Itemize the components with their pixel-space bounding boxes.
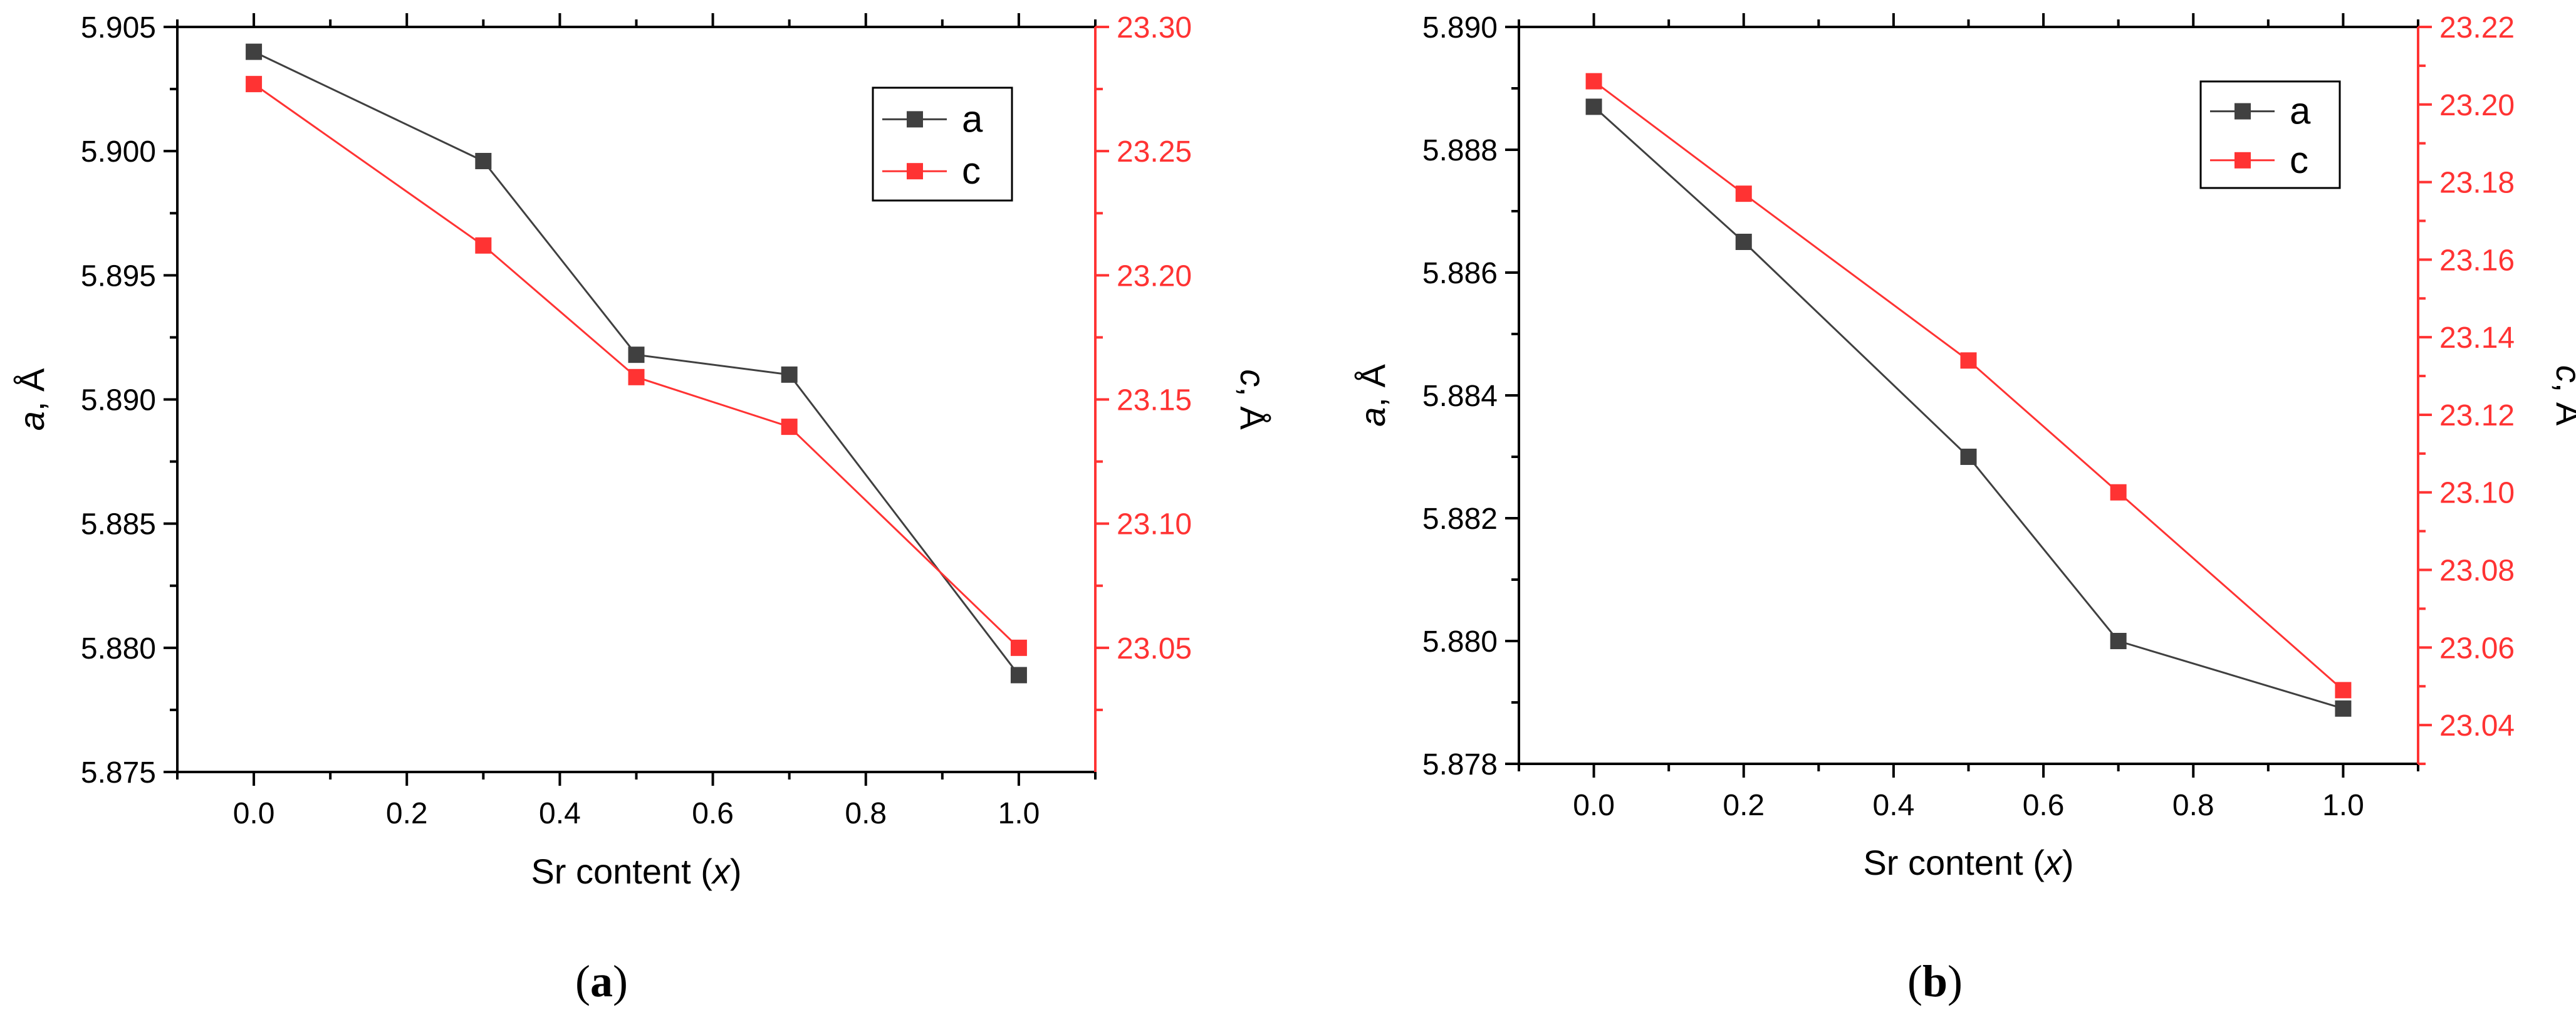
panel-a-chart: 0.0 0.2 0.4 0.6 0.8 1.0 5.875 5.880 5.885 5.890 5.… [12,11,1273,1006]
panel-b-y-right-tick-label: 23.20 [2439,89,2515,122]
panel-a-series-c-point [475,237,492,254]
panel-b-y-right-tick-label: 23.18 [2439,167,2515,200]
panel-a-y-left-tick-label: 5.905 [81,11,156,44]
panel-b-legend-marker-c [2234,152,2251,169]
panel-a-legend-marker-a [907,111,923,128]
panel-a-y-right-tick-label: 23.25 [1117,135,1192,169]
panel-b-legend-box [2199,80,2341,189]
panel-b-legend-marker-a [2234,103,2251,120]
panel-b-x-tick-label: 0.6 [2023,789,2065,822]
panel-b-series-a-point [1735,234,1752,250]
panel-a-y-left-tick-label: 5.880 [81,632,156,665]
panel-b-series-c-point [1960,352,1977,369]
panel-a-legend-label-c: c [962,150,981,192]
panel-a-x-tick-label: 0.0 [233,797,275,830]
panel-a-series-a-point [475,153,492,170]
panel-a-series-c-point [246,76,263,93]
panel-b-series-a-line [1593,106,2344,710]
panel-a-series-a-point [1010,667,1027,684]
panel-b-caption: (b) [1907,956,1963,1006]
panel-a-caption: (a) [575,956,628,1006]
panel-b-y-right-tick-label: 23.10 [2439,477,2515,510]
panel-b-y-left-tick-label: 5.884 [1422,380,1498,413]
panel-a-legend-marker-c [907,163,923,180]
panel-a-y-left-tick-label: 5.885 [81,508,156,541]
panel-b-series-a-point [1960,449,1977,465]
panel-b-legend-label-c: c [2290,139,2308,181]
panel-a-y-left-tick-label: 5.875 [81,756,156,790]
panel-b-y-right-tick-label: 23.14 [2439,321,2515,355]
panel-a-legend-box [872,86,1013,202]
panel-b-y-right-tick-label: 23.12 [2439,399,2515,432]
panel-a-series-a-point [781,366,798,383]
panel-a-x-tick-label: 0.4 [539,797,581,830]
panel-b-y-left-tick-label: 5.878 [1422,748,1498,781]
panel-a-series-a-point [246,43,263,60]
panel-b-x-tick-label: 0.0 [1573,789,1615,822]
panel-a-x-tick-label: 1.0 [998,797,1040,830]
panel-b-series-c-point [1585,73,1602,90]
panel-b-series-a-point [2110,633,2127,649]
panel-b-y-left-tick-label: 5.886 [1422,257,1498,290]
panel-a-y-left-axis-title: a, Å [12,368,51,430]
panel-b-y-right-tick-label: 23.06 [2439,632,2515,665]
panel-a-series-c-point [1010,639,1027,656]
panel-a-series-c-point [628,368,645,385]
panel-a-y-left-tick-label: 5.890 [81,384,156,417]
panel-a-x-axis-title: Sr content (x) [531,852,741,891]
panel-b-y-right-axis-title: c, Å [2549,365,2576,426]
panel-b-series-a-point [1585,98,1602,115]
panel-a-x-tick-label: 0.6 [692,797,734,830]
panel-b-y-right-tick-label: 23.04 [2439,709,2515,743]
panel-a-y-right-tick-label: 23.15 [1117,384,1192,417]
panel-a-y-left-tick-label: 5.900 [81,135,156,169]
panel-a-x-tick-label: 0.8 [845,797,887,830]
panel-b-y-left-axis-title: a, Å [1353,364,1392,427]
panel-b-y-right-tick-label: 23.16 [2439,244,2515,277]
panel-b-series-c-point [1735,185,1752,202]
panel-b-legend: ac [2199,80,2341,189]
panel-b-chart: 0.0 0.2 0.4 0.6 0.8 1.0 5.878 5.880 5.882 5.884 5.… [1353,11,2576,1006]
panel-b-y-left-tick-label: 5.882 [1422,503,1498,536]
panel-b-x-tick-label: 0.2 [1723,789,1765,822]
panel-b-y-right-tick-label: 23.22 [2439,11,2515,44]
panel-b-y-right-tick-label: 23.08 [2439,555,2515,588]
panel-a-x-tick-label: 0.2 [386,797,428,830]
panel-a-y-right-tick-label: 23.20 [1117,259,1192,293]
panel-b-x-tick-label: 0.8 [2172,789,2214,822]
panel-a-y-right-tick-label: 23.05 [1117,632,1192,665]
panel-a-y-right-tick-label: 23.30 [1117,11,1192,44]
panel-a-y-left-tick-label: 5.895 [81,259,156,293]
panel-a-legend: ac [872,86,1013,202]
panel-b-y-left-tick-label: 5.890 [1422,11,1498,44]
panel-b-x-axis-title: Sr content (x) [1863,843,2073,882]
panel-a-y-right-axis-title: c, Å [1233,369,1273,430]
panel-b-series-c-point [2110,484,2127,501]
panel-b-series-a-point [2335,700,2352,717]
panel-b-x-tick-label: 0.4 [1873,789,1915,822]
panel-a-y-right-tick-label: 23.10 [1117,508,1192,541]
panel-a-series-a-point [628,347,645,363]
panel-a-legend-label-a: a [962,98,983,140]
panel-b-legend-label-a: a [2290,90,2311,132]
panel-b-y-left-tick-label: 5.880 [1422,625,1498,659]
panel-a-series-c-point [781,419,798,435]
panel-b-series-c-point [2335,682,2352,699]
panel-b-y-left-tick-label: 5.888 [1422,134,1498,167]
panel-b-x-tick-label: 1.0 [2322,789,2364,822]
